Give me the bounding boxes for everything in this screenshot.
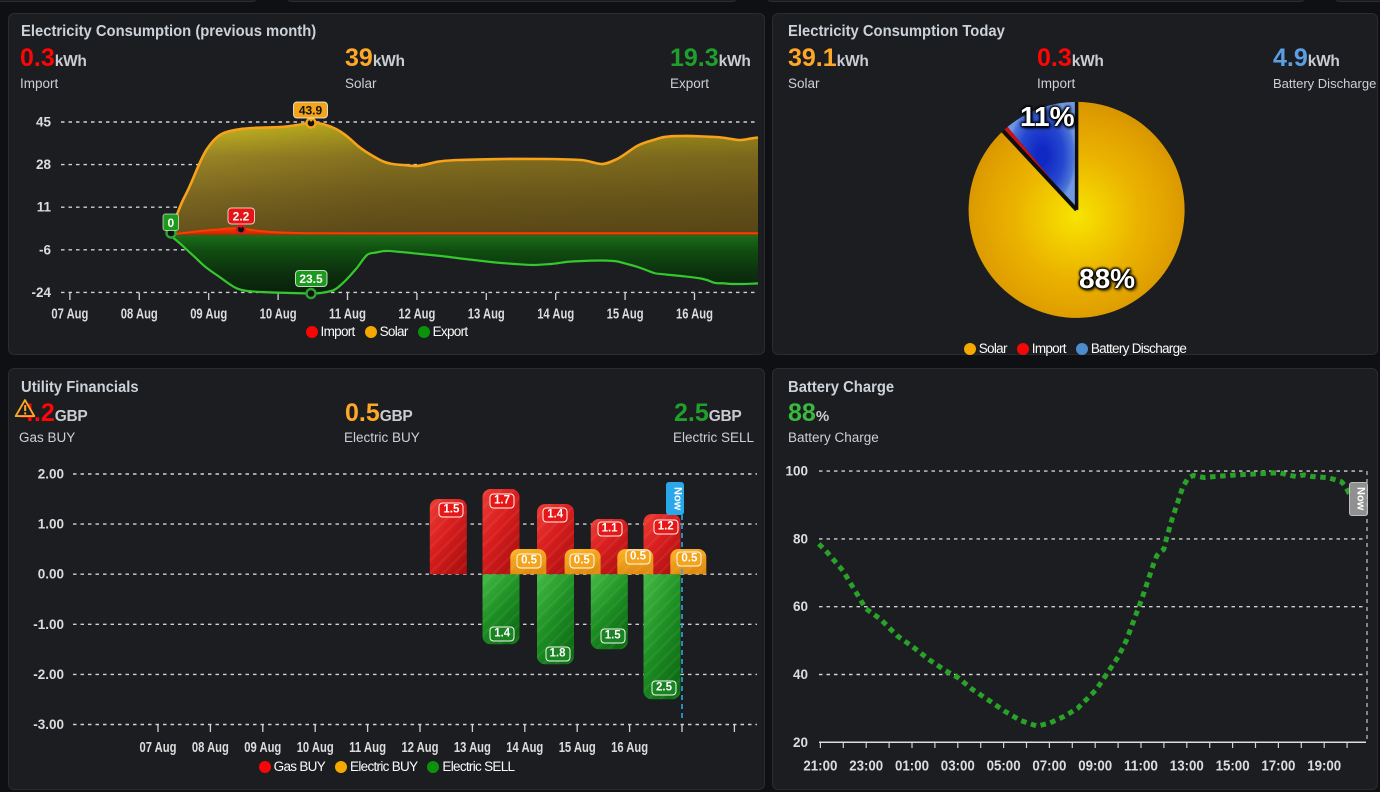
svg-text:12 Aug: 12 Aug <box>398 307 435 323</box>
svg-text:23.5: 23.5 <box>299 272 323 286</box>
svg-text:16 Aug: 16 Aug <box>611 740 648 756</box>
svg-text:13:00: 13:00 <box>1170 758 1204 774</box>
svg-text:10 Aug: 10 Aug <box>260 307 297 323</box>
svg-text:28: 28 <box>36 157 52 172</box>
svg-text:11 Aug: 11 Aug <box>329 307 366 323</box>
svg-text:20: 20 <box>793 735 808 750</box>
svg-text:23:00: 23:00 <box>849 758 883 774</box>
svg-text:10 Aug: 10 Aug <box>297 740 334 756</box>
svg-text:09:00: 09:00 <box>1078 758 1112 774</box>
svg-text:07:00: 07:00 <box>1032 758 1066 774</box>
svg-text:-2.00: -2.00 <box>33 667 64 682</box>
svg-text:43.9: 43.9 <box>299 104 323 118</box>
svg-text:40: 40 <box>793 667 808 682</box>
svg-text:14 Aug: 14 Aug <box>537 307 574 323</box>
svg-text:16 Aug: 16 Aug <box>676 307 713 323</box>
svg-text:11: 11 <box>37 200 52 215</box>
svg-text:11 Aug: 11 Aug <box>349 740 386 756</box>
svg-text:05:00: 05:00 <box>987 758 1021 774</box>
svg-text:14 Aug: 14 Aug <box>506 740 543 756</box>
svg-text:0: 0 <box>167 216 174 230</box>
svg-text:19:00: 19:00 <box>1307 758 1341 774</box>
svg-text:1.00: 1.00 <box>38 517 64 532</box>
svg-text:13 Aug: 13 Aug <box>454 740 491 756</box>
svg-text:60: 60 <box>793 599 808 614</box>
svg-text:-1.00: -1.00 <box>33 617 64 632</box>
svg-text:100: 100 <box>785 464 808 479</box>
svg-text:13 Aug: 13 Aug <box>468 307 505 323</box>
svg-text:07 Aug: 07 Aug <box>51 307 88 323</box>
svg-text:21:00: 21:00 <box>803 758 837 774</box>
svg-text:15:00: 15:00 <box>1216 758 1250 774</box>
svg-text:2.2: 2.2 <box>233 210 250 224</box>
svg-text:80: 80 <box>793 531 808 546</box>
svg-text:45: 45 <box>36 115 52 130</box>
svg-text:17:00: 17:00 <box>1261 758 1295 774</box>
svg-text:15 Aug: 15 Aug <box>559 740 596 756</box>
svg-text:03:00: 03:00 <box>941 758 975 774</box>
svg-text:11:00: 11:00 <box>1124 758 1158 774</box>
svg-text:07 Aug: 07 Aug <box>140 740 177 756</box>
svg-text:08 Aug: 08 Aug <box>192 740 229 756</box>
svg-text:15 Aug: 15 Aug <box>607 307 644 323</box>
svg-text:09 Aug: 09 Aug <box>190 307 227 323</box>
svg-text:-3.00: -3.00 <box>33 717 64 732</box>
svg-text:0.00: 0.00 <box>38 567 64 582</box>
svg-text:08 Aug: 08 Aug <box>121 307 158 323</box>
svg-text:01:00: 01:00 <box>895 758 929 774</box>
svg-text:-24: -24 <box>31 285 51 300</box>
svg-text:2.00: 2.00 <box>38 467 64 482</box>
svg-text:-6: -6 <box>39 242 51 257</box>
svg-text:09 Aug: 09 Aug <box>244 740 281 756</box>
svg-text:12 Aug: 12 Aug <box>402 740 439 756</box>
